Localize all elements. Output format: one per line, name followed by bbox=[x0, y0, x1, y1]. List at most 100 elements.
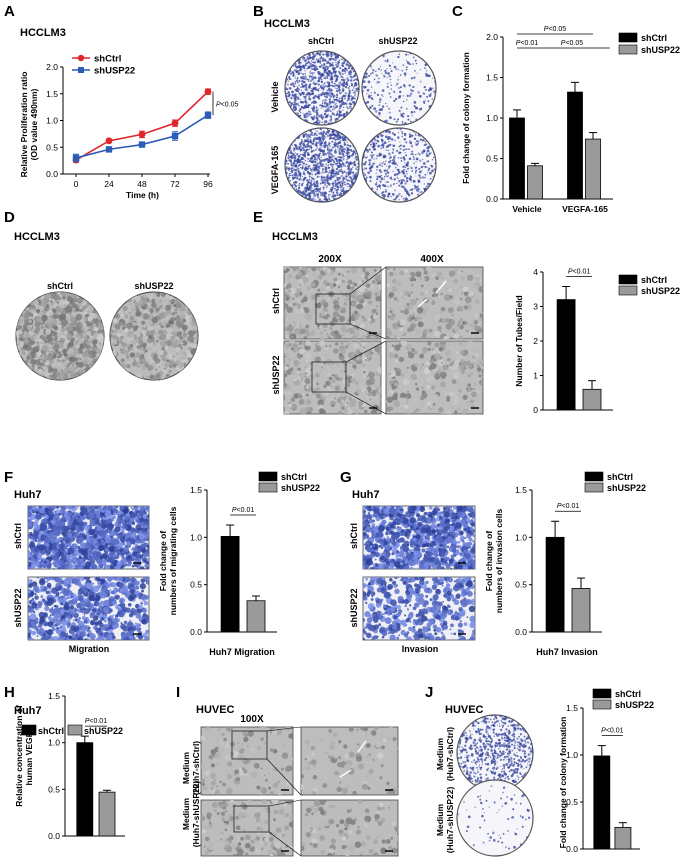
panel-a-pvalue: P<0.05 bbox=[216, 101, 238, 108]
panel-c-xtick-label-0: Vehicle bbox=[512, 204, 542, 214]
panel-e-ytick-label-1: 1 bbox=[533, 371, 538, 381]
panel-j-legend-label-0: shCtrl bbox=[615, 689, 641, 699]
panel-j-dish-shusp22 bbox=[456, 779, 534, 857]
panel-b-row-label-0: Vehicle bbox=[270, 81, 280, 112]
panel-e-zoom-line-0 bbox=[349, 266, 387, 295]
panel-j-row-label-1-line-1: (Huh7-shUSP22) bbox=[445, 787, 455, 854]
panel-d-dish-shctrl bbox=[15, 291, 105, 381]
panel-a-legend-marker-1 bbox=[78, 67, 84, 73]
panel-g-row-label-1: shUSP22 bbox=[349, 588, 359, 627]
panel-e-pvalue: P<0.01 bbox=[568, 268, 590, 275]
panel-i-zoom-box-0 bbox=[231, 730, 268, 760]
panel-c-ytick-label-2: 1.0 bbox=[486, 113, 498, 123]
panel-g-legend-label-1: shUSP22 bbox=[607, 483, 646, 493]
panel-j-ylabel: Fold change of colony formation bbox=[558, 717, 568, 849]
panel-j-dish-shctrl bbox=[456, 714, 534, 792]
panel-a-xtick-label-3: 72 bbox=[170, 179, 180, 189]
panel-j-bar-shCtrl bbox=[593, 755, 611, 850]
panel-c-ytick-label-3: 1.5 bbox=[486, 73, 498, 83]
panel-c-pvalue-2: P<0.05 bbox=[544, 26, 566, 33]
panel-h-ytick-label-2: 1.0 bbox=[48, 738, 60, 748]
panel-e-legend-swatch-1 bbox=[618, 285, 638, 296]
panel-c-pvalue-0: P<0.01 bbox=[516, 40, 538, 47]
panel-e-zoom-line-2 bbox=[345, 340, 387, 363]
panel-j-bar-shUSP22 bbox=[614, 826, 632, 850]
panel-h-legend-swatch-1 bbox=[67, 724, 83, 736]
panel-h-ytick-label-1: 0.5 bbox=[48, 784, 60, 794]
panel-e-image-shctrl-400x bbox=[385, 266, 484, 340]
panel-c-bar-VEGFA-165-shCtrl bbox=[567, 91, 583, 200]
panel-j-pvalue: P<0.01 bbox=[601, 728, 623, 735]
panel-f-legend-label-0: shCtrl bbox=[281, 472, 307, 482]
panel-b-dish-vegfa-shusp22 bbox=[361, 127, 437, 203]
panel-c-bar-VEGFA-165-shUSP22 bbox=[585, 138, 601, 200]
panel-e-ytick-label-3: 3 bbox=[533, 302, 538, 312]
panel-b-col-label-1: shUSP22 bbox=[378, 36, 417, 46]
panel-i-image-shusp22-100x bbox=[200, 799, 294, 857]
panel-g-ylabel-line-0: Fold change of bbox=[484, 531, 494, 592]
panel-h-bar-shUSP22 bbox=[98, 791, 116, 837]
panel-c-legend-label-1: shUSP22 bbox=[641, 45, 680, 55]
panel-a-cell-title: HCCLM3 bbox=[20, 27, 66, 39]
panel-a-xtick-label-2: 48 bbox=[137, 179, 147, 189]
panel-g-image-shusp22 bbox=[362, 576, 476, 641]
panel-a-point-shCtrl-3 bbox=[171, 119, 179, 127]
panel-f-bar-shCtrl bbox=[220, 535, 240, 633]
panel-e-zoom-box-1 bbox=[311, 361, 347, 393]
panel-e-arrow-1 bbox=[435, 280, 447, 294]
panel-e-col-label-1: 400X bbox=[420, 254, 444, 265]
panel-f-legend-label-1: shUSP22 bbox=[281, 483, 320, 493]
panel-g-pvalue: P<0.01 bbox=[557, 503, 579, 510]
panel-e-legend-swatch-0 bbox=[618, 274, 638, 285]
panel-a-xlabel: Time (h) bbox=[126, 190, 159, 200]
panel-e-bar-shCtrl bbox=[556, 299, 576, 411]
panel-e-ylabel: Number of Tubes/Field bbox=[514, 295, 524, 386]
panel-g-legend-swatch-1 bbox=[584, 482, 604, 493]
panel-j-letter: J bbox=[425, 684, 433, 701]
panel-h-legend-label-1: shUSP22 bbox=[84, 726, 123, 736]
panel-a-point-shCtrl-2 bbox=[138, 131, 146, 138]
panel-e-cell-title: HCCLM3 bbox=[272, 231, 318, 243]
panel-h-ytick-label-3: 1.5 bbox=[48, 691, 60, 701]
panel-f-ytick-label-0: 0.0 bbox=[190, 627, 202, 637]
panel-g-legend-label-0: shCtrl bbox=[607, 472, 633, 482]
panel-e-letter: E bbox=[253, 209, 263, 226]
panel-i-image-shctrl-zoom bbox=[300, 726, 399, 796]
panel-g-cell-title: Huh7 bbox=[352, 489, 380, 501]
panel-j-cell-title: HUVEC bbox=[445, 704, 484, 716]
panel-e-zoom-line-1 bbox=[349, 323, 387, 340]
panel-f-image-shctrl bbox=[27, 505, 150, 570]
panel-f-ytick-label-3: 1.5 bbox=[190, 485, 202, 495]
panel-f-cell-title: Huh7 bbox=[14, 489, 42, 501]
panel-a-xtick-label-0: 0 bbox=[74, 179, 79, 189]
panel-i-row-label-0-line-0: Medium bbox=[181, 752, 191, 785]
panel-j-ytick-label-1: 0.5 bbox=[566, 797, 578, 807]
panel-f-row-label-1: shUSP22 bbox=[13, 588, 23, 627]
panel-c-pvalue-1: P<0.05 bbox=[561, 40, 583, 47]
panel-c-letter: C bbox=[452, 3, 463, 20]
panel-j-legend-swatch-1 bbox=[592, 699, 612, 710]
panel-a-ytick-label-4: 2.0 bbox=[46, 62, 58, 72]
panel-a-ytick-label-3: 1.5 bbox=[46, 89, 58, 99]
panel-g-ytick-label-2: 1.0 bbox=[515, 532, 527, 542]
panel-a-point-shCtrl-4 bbox=[204, 88, 212, 96]
panel-g-row-label-0: shCtrl bbox=[349, 523, 359, 549]
panel-b-letter: B bbox=[253, 3, 264, 20]
panel-a-xtick-label-4: 96 bbox=[203, 179, 213, 189]
panel-i-cell-title: HUVEC bbox=[196, 704, 235, 716]
panel-j-row-label-1-line-0: Medium bbox=[435, 804, 445, 837]
panel-a-point-shUSP22-1 bbox=[105, 146, 113, 153]
panel-j-row-label-0-line-0: Medium bbox=[435, 738, 445, 771]
panel-c-ytick-label-0: 0.0 bbox=[486, 194, 498, 204]
panel-a-point-shUSP22-0 bbox=[72, 154, 80, 162]
panel-a-line-shCtrl bbox=[75, 91, 209, 161]
panel-j-row-label-0-line-1: (Huh7-shCtrl) bbox=[445, 727, 455, 781]
panel-f-ytick-label-1: 0.5 bbox=[190, 580, 202, 590]
panel-b-row-label-1: VEGFA-165 bbox=[270, 146, 280, 195]
panel-i-row-label-0-line-1: (Huh7-shCtrl) bbox=[191, 741, 201, 795]
panel-e-legend-label-0: shCtrl bbox=[641, 275, 667, 285]
panel-e-ytick-label-2: 2 bbox=[533, 336, 538, 346]
panel-f-row-label-0: shCtrl bbox=[13, 523, 23, 549]
panel-h-pvalue: P<0.01 bbox=[85, 718, 107, 725]
